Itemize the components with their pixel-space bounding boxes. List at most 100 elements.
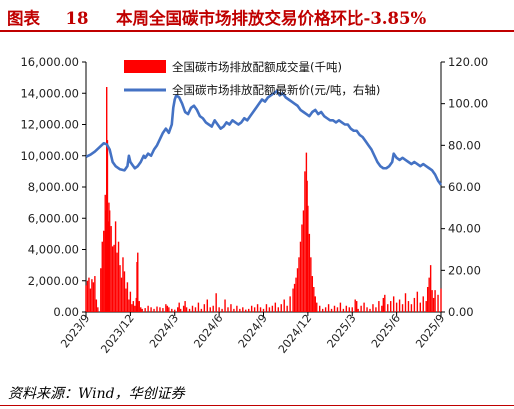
volume-bar — [321, 308, 324, 312]
volume-bar — [333, 305, 336, 312]
volume-bar — [105, 210, 107, 312]
volume-bar — [141, 308, 143, 312]
volume-bar — [104, 194, 106, 312]
right-tick-label: 40.00 — [448, 222, 481, 236]
volume-bar — [437, 294, 439, 312]
volume-bar — [407, 301, 410, 312]
volume-bar — [162, 308, 164, 312]
x-tick-label: 2024/3 — [147, 312, 181, 351]
volume-bar — [88, 277, 90, 312]
volume-bar — [239, 308, 241, 312]
volume-bar — [117, 241, 120, 312]
x-tick-label: 2025/9 — [413, 312, 447, 351]
volume-bar — [182, 305, 185, 312]
left-tick-label: 16,000.00 — [20, 55, 79, 69]
left-tick-label: 10,000.00 — [20, 149, 79, 163]
volume-bar — [248, 308, 250, 312]
x-tick-label: 2024/9 — [236, 312, 270, 351]
volume-bar — [236, 305, 238, 312]
volume-bar — [203, 304, 206, 312]
price-line — [85, 89, 443, 186]
volume-bar — [91, 279, 93, 312]
right-tick-label: 100.00 — [448, 97, 488, 111]
volume-bar — [307, 205, 309, 312]
x-tick-label: 2025/3 — [325, 312, 359, 351]
volume-bar — [108, 210, 111, 312]
volume-bar — [101, 241, 103, 312]
volume-bar — [147, 305, 149, 312]
volume-bar — [253, 307, 256, 312]
volume-bar — [299, 241, 302, 312]
volume-bar — [131, 304, 133, 312]
volume-bar — [330, 308, 333, 312]
volume-bar — [395, 302, 398, 312]
volume-bar — [171, 308, 173, 312]
volume-bar — [129, 291, 132, 312]
volume-bar — [174, 309, 176, 312]
volume-bar — [302, 210, 305, 312]
volume-bar — [301, 224, 303, 312]
volume-bar — [422, 296, 424, 312]
volume-bar — [306, 180, 308, 312]
volume-bar — [135, 297, 137, 312]
volume-bar — [440, 288, 442, 312]
right-tick-label: 0.00 — [448, 305, 474, 319]
volume-bar — [125, 288, 127, 312]
volume-bar — [314, 296, 316, 312]
volume-bar — [107, 221, 109, 312]
left-tick-label: 8,000.00 — [28, 180, 79, 194]
volume-bar — [177, 307, 179, 312]
volume-bar — [137, 252, 139, 312]
x-axis-ticks: 2023/9 2023/12 2024/3 2024/6 2024/9 2024/12 20… — [58, 312, 447, 356]
volume-bar — [113, 244, 115, 312]
volume-bar — [305, 152, 308, 312]
volume-bar — [355, 301, 358, 312]
volume-bar — [138, 301, 140, 312]
legend: 全国碳市场排放配额成交量(千吨) 全国碳市场排放配额最新价(元/吨，右轴) — [124, 60, 380, 97]
volume-bar — [401, 304, 404, 312]
volume-bar — [95, 299, 98, 312]
volume-bar — [89, 288, 92, 312]
bottom-separator — [0, 405, 514, 406]
volume-bar — [153, 308, 155, 312]
x-tick-label: 2024/6 — [191, 312, 225, 351]
volume-bar — [274, 302, 277, 312]
volume-bar — [119, 265, 121, 312]
volume-bar — [336, 307, 339, 312]
volume-bar — [416, 291, 419, 312]
volume-bar — [188, 308, 191, 312]
volume-bar — [126, 282, 129, 312]
volume-bar — [100, 268, 102, 312]
volume-bar — [250, 305, 253, 312]
volume-bar — [215, 293, 217, 312]
volume-bar — [230, 304, 232, 312]
volume-bar — [310, 257, 312, 312]
title-separator — [0, 30, 514, 32]
volume-bar — [245, 309, 247, 312]
right-tick-label: 60.00 — [448, 180, 481, 194]
volume-bar — [382, 297, 385, 312]
volume-bar — [150, 307, 152, 312]
volume-bar — [233, 308, 235, 312]
volume-bar — [311, 276, 314, 312]
price-line-path — [85, 89, 443, 186]
volume-bar — [378, 301, 380, 312]
volume-bar — [271, 305, 274, 312]
figure-title: 图表 18 本周全国碳市场排放交易价格环比-3.85% — [7, 6, 507, 32]
legend-label-volume: 全国碳市场排放配额成交量(千吨) — [172, 60, 342, 74]
volume-bar — [178, 302, 180, 312]
volume-bar — [431, 290, 433, 312]
volume-bar — [165, 304, 167, 312]
left-tick-label: 14,000.00 — [20, 86, 79, 100]
figure-number: 18 — [65, 9, 89, 28]
volume-bar — [398, 299, 401, 312]
volume-bar — [381, 305, 383, 312]
right-axis-ticks: 0.00 20.00 40.00 60.00 80.00 100.00 120.00 — [441, 55, 488, 319]
x-tick-label: 2025/6 — [369, 312, 403, 351]
volume-bar — [108, 202, 110, 312]
chart: 0.00 2,000.00 4,000.00 6,000.00 8,000.00 10,0… — [20, 55, 488, 356]
volume-bar — [428, 277, 430, 312]
volume-bar — [387, 304, 389, 312]
left-tick-label: 6,000.00 — [28, 211, 79, 225]
volume-bar — [316, 302, 318, 312]
